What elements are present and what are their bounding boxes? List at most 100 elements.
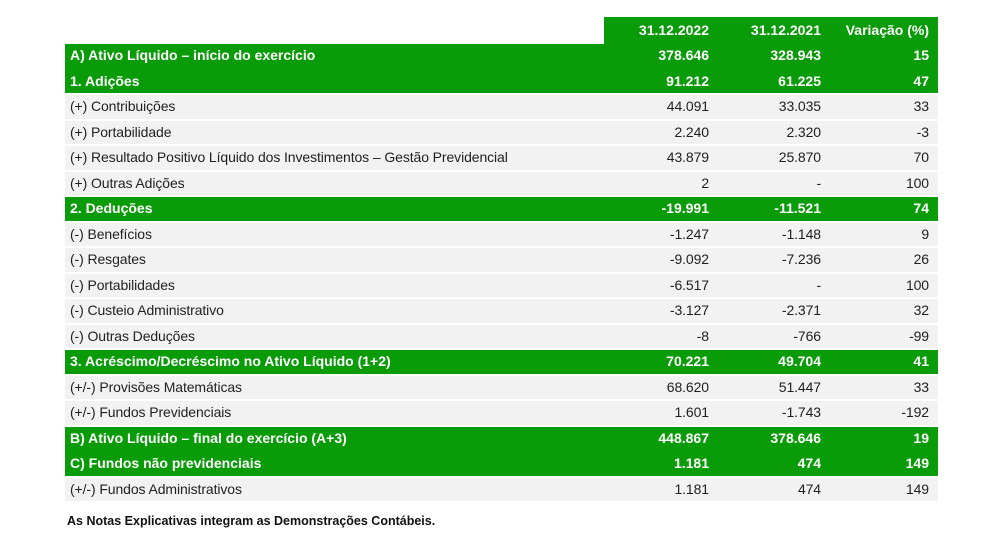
table-body: A) Ativo Líquido – início do exercício 37… xyxy=(65,44,938,503)
table-header-row: 31.12.2022 31.12.2021 Variação (%) xyxy=(65,17,938,44)
value-variation: 149 xyxy=(905,480,929,497)
column-header-2022: 31.12.2022 xyxy=(638,22,709,38)
value-2021: 25.870 xyxy=(778,149,821,165)
value-variation: -192 xyxy=(901,404,929,420)
table-row: (+) Resultado Positivo Líquido dos Inves… xyxy=(65,146,938,172)
value-variation: 32 xyxy=(913,302,929,318)
value-2021: -1.148 xyxy=(781,225,821,242)
value-2021: 33.035 xyxy=(778,98,821,114)
value-variation: -3 xyxy=(916,123,929,140)
table-row: (+/-) Fundos Previdenciais 1.601 -1.743 -19… xyxy=(65,401,938,427)
table-row: (-) Outras Deduções -8 -766 -99 xyxy=(65,324,938,350)
value-2022: -6.517 xyxy=(669,276,709,293)
value-variation: 47 xyxy=(913,72,929,89)
table-row: 1. Adições 91.212 61.225 47 xyxy=(65,69,938,95)
row-label: (+) Portabilidade xyxy=(70,123,172,140)
column-header-2021: 31.12.2021 xyxy=(750,22,821,38)
row-label: (+/-) Fundos Previdenciais xyxy=(70,404,232,420)
value-2021: 51.447 xyxy=(778,378,821,395)
value-2022: -8 xyxy=(696,327,709,344)
table-row: B) Ativo Líquido – final do exercício (A… xyxy=(65,426,938,452)
value-2022: 1.181 xyxy=(674,480,709,497)
value-2021: - xyxy=(816,174,821,191)
row-label: (-) Benefícios xyxy=(70,225,152,242)
value-variation: 9 xyxy=(921,225,929,242)
value-2022: -1.247 xyxy=(669,225,709,242)
value-2021: 474 xyxy=(797,455,821,471)
value-2021: 328.943 xyxy=(770,47,821,63)
table-row: (-) Benefícios -1.247 -1.148 9 xyxy=(65,222,938,248)
row-label: B) Ativo Líquido – final do exercício (A… xyxy=(70,429,347,446)
value-2022: 43.879 xyxy=(666,149,709,165)
header-columns: 31.12.2022 31.12.2021 Variação (%) xyxy=(604,17,938,44)
value-variation: 19 xyxy=(913,429,929,446)
value-2021: -7.236 xyxy=(781,251,821,267)
value-variation: 74 xyxy=(913,200,929,216)
row-label: (-) Portabilidades xyxy=(70,276,175,293)
row-label: (+) Resultado Positivo Líquido dos Inves… xyxy=(70,149,508,165)
value-2022: 1.601 xyxy=(674,404,709,420)
value-2022: 448.867 xyxy=(658,429,709,446)
table-row: (-) Resgates -9.092 -7.236 26 xyxy=(65,248,938,274)
table-row: (+) Contribuições 44.091 33.035 33 xyxy=(65,95,938,121)
value-variation: 33 xyxy=(913,98,929,114)
value-2022: 378.646 xyxy=(658,47,709,63)
row-label: 1. Adições xyxy=(70,72,140,89)
value-2022: 2.240 xyxy=(674,123,709,140)
table-row: (+) Portabilidade 2.240 2.320 -3 xyxy=(65,120,938,146)
table-row: (-) Custeio Administrativo -3.127 -2.371 32 xyxy=(65,299,938,325)
row-label: 3. Acréscimo/Decréscimo no Ativo Líquido… xyxy=(70,353,391,369)
column-header-variation: Variação (%) xyxy=(845,22,929,38)
row-label: (-) Custeio Administrativo xyxy=(70,302,224,318)
table-row: (+) Outras Adições 2 - 100 xyxy=(65,171,938,197)
value-variation: 26 xyxy=(913,251,929,267)
table-row: C) Fundos não previdenciais 1.181 474 149 xyxy=(65,452,938,478)
row-label: (+/-) Fundos Administrativos xyxy=(70,480,242,497)
explanatory-note: As Notas Explicativas integram as Demons… xyxy=(67,514,436,528)
value-2022: 2 xyxy=(701,174,709,191)
table-row: (+/-) Fundos Administrativos 1.181 474 149 xyxy=(65,477,938,503)
value-2021: 61.225 xyxy=(778,72,821,89)
value-variation: 41 xyxy=(913,353,929,369)
value-variation: 149 xyxy=(905,455,929,471)
value-variation: 15 xyxy=(913,47,929,63)
value-2022: 68.620 xyxy=(666,378,709,395)
value-variation: 100 xyxy=(905,276,929,293)
value-variation: 70 xyxy=(913,149,929,165)
value-variation: -99 xyxy=(909,327,929,344)
value-2021: 49.704 xyxy=(778,353,821,369)
table-row: (+/-) Provisões Matemáticas 68.620 51.447 3… xyxy=(65,375,938,401)
value-2022: -3.127 xyxy=(669,302,709,318)
row-label: A) Ativo Líquido – início do exercício xyxy=(70,47,316,63)
value-2022: 91.212 xyxy=(666,72,709,89)
value-2021: 378.646 xyxy=(770,429,821,446)
mutation-of-net-assets-table: 31.12.2022 31.12.2021 Variação (%) A) At… xyxy=(65,17,938,503)
value-variation: 33 xyxy=(913,378,929,395)
row-label: (+) Outras Adições xyxy=(70,174,185,191)
value-2022: -19.991 xyxy=(661,200,709,216)
table-row: A) Ativo Líquido – início do exercício 37… xyxy=(65,44,938,70)
value-2021: -2.371 xyxy=(781,302,821,318)
value-2022: -9.092 xyxy=(669,251,709,267)
row-label: (+) Contribuições xyxy=(70,98,176,114)
value-2021: 474 xyxy=(797,480,821,497)
value-2021: -766 xyxy=(793,327,821,344)
row-label: (-) Resgates xyxy=(70,251,146,267)
header-spacer xyxy=(65,17,604,44)
value-2021: 2.320 xyxy=(786,123,821,140)
value-2022: 1.181 xyxy=(673,455,709,471)
value-2021: -11.521 xyxy=(774,200,821,216)
value-2022: 70.221 xyxy=(666,353,709,369)
table-row: 2. Deduções -19.991 -11.521 74 xyxy=(65,197,938,223)
value-2021: - xyxy=(816,276,821,293)
table-row: (-) Portabilidades -6.517 - 100 xyxy=(65,273,938,299)
row-label: 2. Deduções xyxy=(70,200,153,216)
row-label: C) Fundos não previdenciais xyxy=(70,455,262,471)
row-label: (-) Outras Deduções xyxy=(70,327,195,344)
value-variation: 100 xyxy=(905,174,929,191)
table-row: 3. Acréscimo/Decréscimo no Ativo Líquido… xyxy=(65,350,938,376)
value-2021: -1.743 xyxy=(781,404,821,420)
value-2022: 44.091 xyxy=(666,98,709,114)
row-label: (+/-) Provisões Matemáticas xyxy=(70,378,242,395)
